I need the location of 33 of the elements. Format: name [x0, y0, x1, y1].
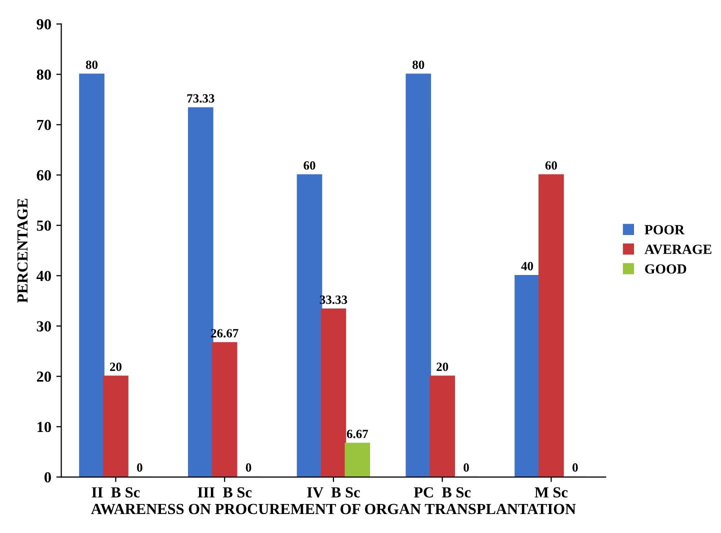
y-tick-label: 20	[36, 372, 51, 382]
x-tick-label: II B Sc	[92, 487, 140, 498]
data-label: 80	[86, 60, 98, 70]
y-tick-label: 70	[37, 120, 51, 130]
y-tick-label: 30	[36, 321, 51, 332]
data-label: 80	[412, 60, 424, 70]
x-tick-label: PC B Sc	[414, 487, 471, 498]
legend-label: GOOD	[645, 264, 686, 274]
y-tick-label: 0	[44, 472, 51, 482]
data-label: 0	[246, 463, 252, 472]
data-label: 20	[436, 362, 448, 372]
data-label: 60	[304, 161, 316, 170]
y-axis-title: PERCENTAGE	[17, 198, 28, 303]
x-tick-label: IV B Sc	[307, 487, 360, 498]
data-label: 20	[110, 362, 122, 372]
y-tick-label: 10	[38, 422, 51, 432]
data-label: 0	[464, 463, 469, 472]
x-tick-label: III B Sc	[198, 487, 252, 498]
y-tick-label: 40	[36, 270, 51, 282]
y-tick-label: 80	[36, 69, 51, 80]
legend-label: POOR	[644, 225, 685, 234]
y-tick-label: 90	[36, 19, 51, 30]
y-tick-label: 50	[36, 220, 51, 231]
x-axis-title: AWARENESS ON PROCUREMENT OF ORGAN TRANSPLANTATION	[91, 504, 576, 514]
data-label: 0	[572, 463, 578, 472]
data-label: 0	[137, 463, 142, 472]
data-label: 73.33	[187, 94, 214, 103]
data-label: 40	[521, 262, 534, 270]
data-label: 60	[545, 161, 557, 170]
y-tick-label: 60	[36, 170, 51, 180]
x-tick-label: M Sc	[534, 487, 568, 498]
data-label: 6.67	[346, 430, 368, 438]
legend-label: AVERAGE	[644, 244, 712, 254]
